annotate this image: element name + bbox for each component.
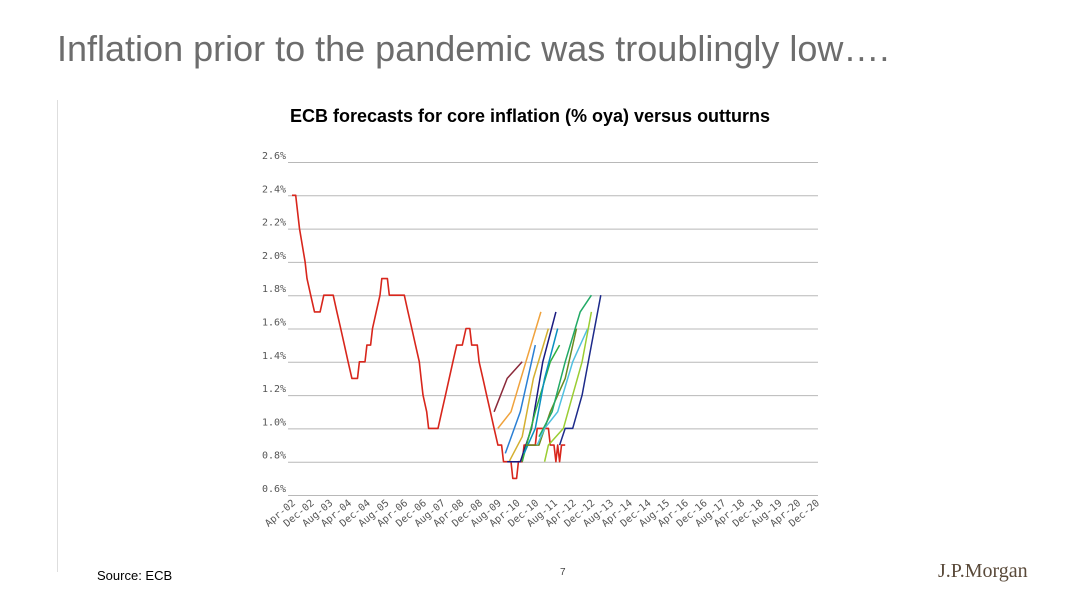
chart-title-text: ECB forecasts for core inflation (% oya)… [289, 106, 771, 126]
y-tick-label: 2.6% [262, 151, 286, 162]
outturn-series-line [292, 194, 566, 480]
y-tick-label: 0.8% [262, 451, 286, 462]
page-number: 7 [560, 567, 566, 578]
y-tick-label: 1.6% [262, 318, 286, 329]
forecast-series-line [504, 344, 537, 454]
forecast-series-line [508, 328, 550, 463]
y-tick-label: 2.2% [262, 218, 286, 229]
forecast-series-line [497, 311, 542, 429]
forecast-series-line [543, 311, 593, 462]
forecast-series-line [536, 328, 589, 446]
y-tick-label: 0.6% [262, 484, 286, 495]
y-tick-label: 1.4% [262, 351, 286, 362]
forecast-series-line [525, 328, 578, 446]
forecast-series-line [558, 295, 602, 446]
forecast-series-line [493, 361, 523, 413]
y-tick-label: 1.2% [262, 384, 286, 395]
left-divider [57, 100, 58, 572]
jpmorgan-logo: J.P.Morgan [938, 560, 1028, 582]
forecast-series-line [538, 294, 593, 438]
forecast-series-line [523, 328, 559, 454]
y-tick-label: 2.4% [262, 184, 286, 195]
y-tick-label: 1.8% [262, 284, 286, 295]
y-tick-label: 2.0% [262, 251, 286, 262]
source-note: Source: ECB [97, 568, 173, 583]
y-tick-label: 1.0% [262, 417, 286, 428]
slide-title: Inflation prior to the pandemic was trou… [57, 28, 890, 69]
chart-title: ECB forecasts for core inflation (% oya)… [0, 106, 1060, 127]
